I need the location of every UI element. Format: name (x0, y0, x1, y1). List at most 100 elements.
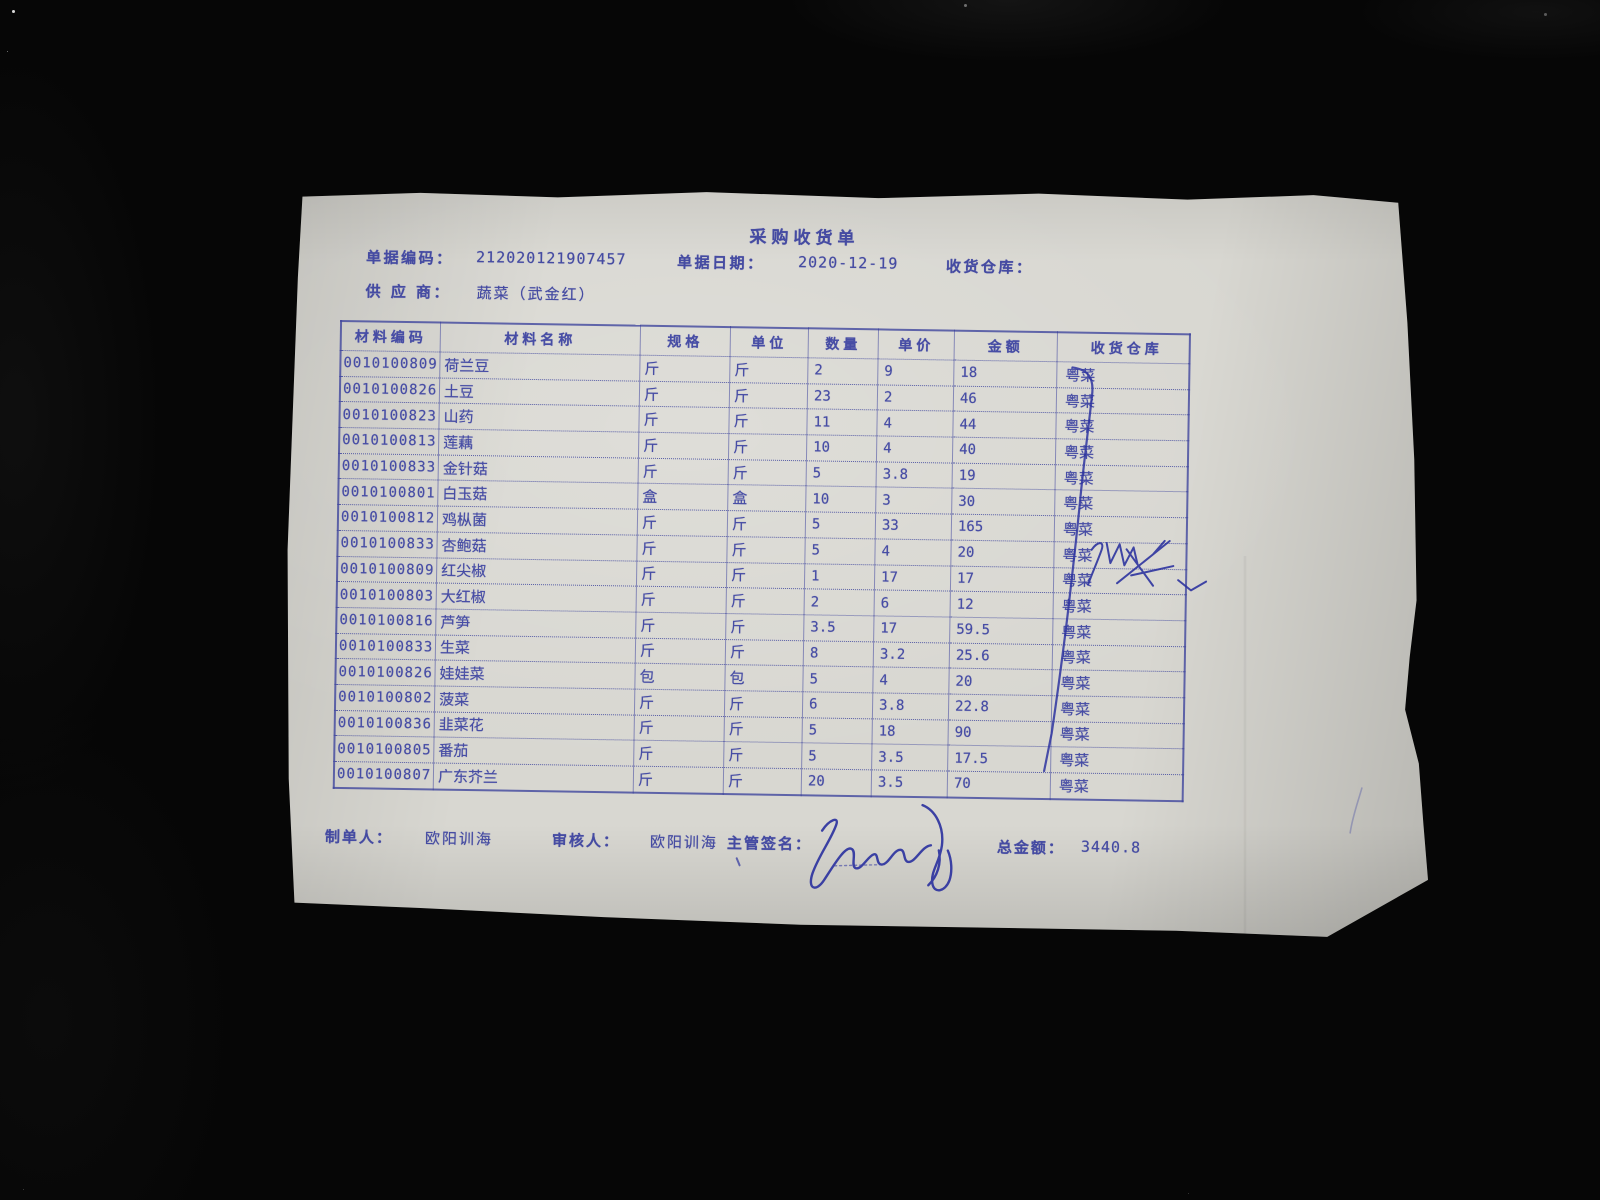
receipt-paper: 采购收货单 单据编码： 212020121907457 单据日期： 2020-1… (287, 192, 1428, 937)
cell-amount: 17.5 (947, 745, 1051, 773)
warehouse-label: 收货仓库： (945, 257, 1034, 277)
cell-amount: 59.5 (949, 616, 1053, 645)
cell-qty: 5 (802, 666, 874, 693)
cell-price: 17 (874, 564, 951, 592)
cell-qty: 2 (804, 588, 875, 616)
cell-warehouse: 粤菜 (1050, 721, 1184, 750)
cell-qty: 10 (805, 486, 877, 514)
cell-warehouse: 粤菜 (1055, 438, 1189, 467)
footer-row: 制单人： 欧阳训海 审核人： 欧阳训海 主管签名： 总金额： 3440.8 (288, 825, 1420, 867)
cell-amount: 165 (951, 514, 1055, 542)
stray-pen-mark (1349, 787, 1363, 834)
cell-unit: 斤 (723, 741, 803, 769)
cell-unit: 斤 (725, 613, 805, 641)
col-header-code: 材料编码 (340, 320, 441, 353)
meta-row-2: 供 应 商： 蔬菜（武金红） (288, 279, 1428, 319)
cell-unit: 斤 (727, 510, 806, 538)
cell-price: 4 (874, 538, 952, 566)
cell-unit: 斤 (723, 767, 802, 795)
cell-spec: 盒 (637, 483, 729, 511)
cell-qty: 5 (804, 537, 876, 565)
cell-name: 菠菜 (434, 685, 635, 715)
cell-code: 0010100823 (339, 401, 440, 430)
cell-amount: 46 (953, 385, 1057, 414)
cell-qty: 2 (807, 357, 879, 385)
cell-code: 0010100836 (334, 710, 435, 738)
cell-warehouse: 粤菜 (1051, 695, 1185, 724)
cell-price: 17 (873, 615, 951, 643)
cell-name: 莲藕 (438, 429, 639, 458)
cell-name: 荷兰豆 (439, 352, 641, 381)
cell-qty: 8 (803, 640, 874, 668)
preparer-label: 制单人： (324, 827, 394, 847)
col-header-unit: 单位 (730, 327, 809, 358)
pen-tick (735, 857, 741, 867)
cell-qty: 6 (802, 691, 873, 719)
supervisor-sign-label: 主管签名： (726, 834, 813, 854)
cell-warehouse: 粤菜 (1056, 387, 1190, 416)
cell-unit: 斤 (726, 562, 805, 589)
cell-price: 33 (875, 513, 952, 540)
cell-name: 生菜 (435, 634, 636, 664)
cell-amount: 18 (953, 360, 1058, 388)
cell-code: 0010100833 (338, 453, 439, 481)
cell-qty: 20 (801, 768, 872, 797)
cell-warehouse: 粤菜 (1054, 490, 1188, 518)
cell-qty: 10 (806, 434, 877, 462)
cell-warehouse: 粤菜 (1053, 541, 1187, 570)
cell-code: 0010100826 (335, 658, 436, 686)
cell-unit: 斤 (729, 356, 809, 384)
cell-code: 0010100833 (335, 632, 436, 661)
cell-name: 杏鲍菇 (436, 531, 638, 561)
cell-name: 韭菜花 (434, 711, 635, 741)
cell-code: 0010100809 (340, 350, 441, 378)
supplier-label: 供 应 商： (365, 282, 452, 302)
total-label: 总金额： (996, 838, 1066, 858)
cell-qty: 23 (807, 383, 878, 411)
doc-no-value: 212020121907457 (475, 248, 627, 269)
reviewer-name: 欧阳训海 (649, 832, 719, 852)
cell-code: 0010100807 (333, 761, 434, 790)
cell-unit: 斤 (726, 536, 806, 564)
col-header-name: 材料名称 (440, 322, 641, 356)
cell-spec: 斤 (636, 534, 728, 563)
dust-specks (12, 10, 15, 13)
cell-name: 白玉菇 (437, 480, 639, 510)
col-header-warehouse: 收货仓库 (1057, 332, 1190, 364)
cell-unit: 盒 (727, 485, 807, 512)
cell-code: 0010100805 (334, 735, 435, 763)
cell-price: 3 (875, 487, 953, 515)
cell-spec: 斤 (638, 432, 729, 460)
meta-row-1: 单据编码： 212020121907457 单据日期： 2020-12-19 收… (288, 245, 1428, 285)
cell-code: 0010100816 (336, 607, 437, 635)
cell-qty: 1 (804, 563, 875, 591)
cell-spec: 斤 (639, 355, 731, 383)
cell-unit: 斤 (724, 716, 803, 744)
cell-amount: 19 (952, 462, 1056, 491)
cell-name: 红尖椒 (436, 557, 637, 587)
cell-price: 3.5 (871, 769, 948, 798)
cell-qty: 5 (802, 717, 873, 745)
cell-price: 3.8 (872, 692, 949, 720)
items-table-body: 0010100809 荷兰豆斤斤 2 9 18 粤菜 0010100826 土豆斤斤 23 2 46… (333, 350, 1190, 801)
cell-unit: 包 (724, 664, 804, 692)
cell-unit: 斤 (728, 459, 807, 487)
cell-unit: 斤 (724, 690, 803, 718)
cell-spec: 斤 (636, 560, 727, 588)
cell-price: 3.2 (873, 641, 950, 669)
cell-warehouse: 粤菜 (1052, 618, 1186, 647)
cell-spec: 斤 (636, 586, 727, 614)
total-value: 3440.8 (1080, 837, 1142, 857)
items-table: 材料编码 材料名称 规格 单位 数量 单价 金额 收货仓库 0010100809 荷兰豆斤斤 2 9… (332, 319, 1191, 802)
cell-name: 山药 (438, 403, 640, 433)
page-title: 采购收货单 (749, 227, 860, 250)
cell-spec: 斤 (639, 380, 730, 408)
cell-warehouse: 粤菜 (1053, 567, 1187, 595)
cell-spec: 斤 (633, 766, 724, 794)
cell-name: 鸡枞菌 (437, 506, 638, 535)
cell-amount: 20 (950, 539, 1055, 568)
cell-code: 0010100812 (337, 504, 438, 532)
cell-qty: 11 (806, 409, 878, 436)
cell-amount: 40 (952, 437, 1056, 465)
